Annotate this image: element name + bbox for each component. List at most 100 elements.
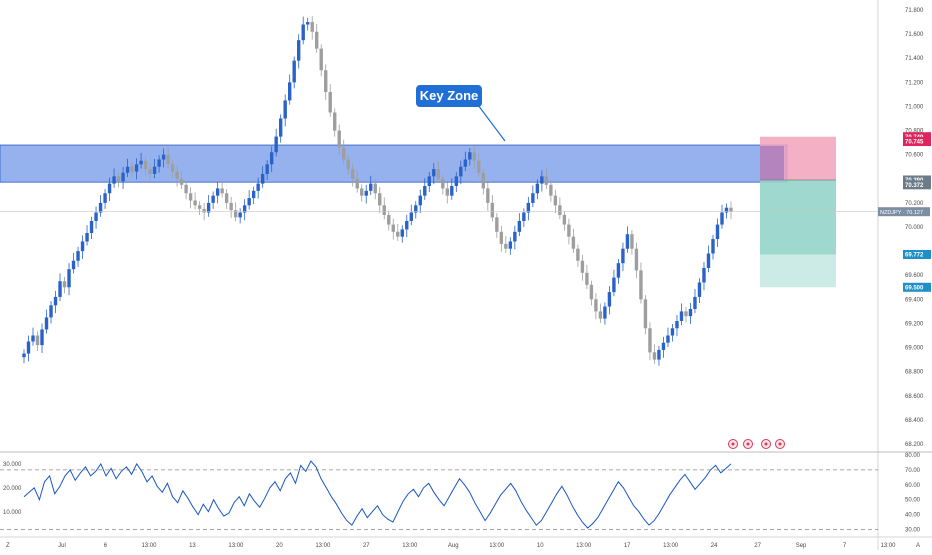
candle-body <box>468 152 472 160</box>
take-profit-zone-2[interactable] <box>760 254 836 288</box>
target-price-label: 69.772 <box>905 253 924 259</box>
price-tick-label: 70.800 <box>905 129 924 135</box>
candle-body <box>625 234 630 249</box>
candle-body <box>441 178 445 189</box>
candle <box>278 114 283 143</box>
candle-body <box>278 118 283 137</box>
candle-body <box>418 195 422 206</box>
candle-body <box>139 160 143 165</box>
candle <box>661 336 666 358</box>
price-tick-label: 69.200 <box>905 321 924 327</box>
price-tick-label: 69.000 <box>905 346 924 352</box>
candle-body <box>229 202 233 211</box>
candle-body <box>463 159 468 167</box>
event-marker[interactable] <box>761 439 771 449</box>
candle <box>486 182 490 211</box>
candle <box>157 155 161 173</box>
take-profit-zone[interactable] <box>760 179 836 255</box>
candle-body <box>315 31 319 49</box>
candle <box>175 165 179 187</box>
event-markers[interactable] <box>728 439 785 449</box>
event-marker[interactable] <box>728 439 738 449</box>
candle <box>351 163 355 187</box>
time-tick-label: 13:00 <box>576 543 592 549</box>
price-tick-label: 71.000 <box>905 104 924 110</box>
position-tool[interactable] <box>760 136 836 288</box>
candle <box>378 187 382 214</box>
candle <box>405 214 409 238</box>
candle-body <box>71 260 76 270</box>
time-tick-label: 6 <box>104 543 108 549</box>
candle-body <box>688 308 693 317</box>
candle-body <box>242 205 247 213</box>
event-marker[interactable] <box>775 439 785 449</box>
candle-body <box>215 188 220 196</box>
candle <box>499 225 504 252</box>
callout-box[interactable] <box>416 85 482 108</box>
zone-overlap <box>760 146 784 180</box>
candle-body <box>197 205 202 209</box>
callout-pointer <box>477 104 506 142</box>
key-zone-callout[interactable]: Key Zone <box>416 85 506 142</box>
stop-price-2-label: 70.745 <box>905 140 924 146</box>
candle-body <box>612 277 616 293</box>
event-marker[interactable] <box>743 439 753 449</box>
candle-body <box>184 184 188 194</box>
candle-body <box>630 234 634 249</box>
candle <box>197 201 202 215</box>
event-marker-dot <box>764 442 768 446</box>
price-axis[interactable]: 71.800 71.600 71.400 71.200 71.000 70.800 70.6… <box>0 8 931 448</box>
price-tick-label: 71.400 <box>905 56 924 62</box>
candle-body <box>553 195 558 206</box>
candle-body <box>414 205 418 213</box>
time-tick-label: 27 <box>754 543 761 549</box>
time-tick-label: 13 <box>189 543 196 549</box>
time-tick-label: 10 <box>537 543 544 549</box>
candle <box>490 195 495 222</box>
candle <box>296 34 301 69</box>
candle-body <box>193 200 197 206</box>
candle-body <box>697 282 702 297</box>
time-axis[interactable]: Jul 6 13:00 13 13:00 20 13:00 27 13:00 Aug 13:00 10… <box>6 543 920 549</box>
candle <box>342 139 346 164</box>
candle-body <box>202 208 206 213</box>
candle <box>324 64 328 100</box>
candle-body <box>369 183 373 191</box>
time-tick-label: 20 <box>276 543 283 549</box>
candle <box>292 56 296 89</box>
candle-body <box>535 183 540 194</box>
candle-body <box>35 335 40 346</box>
entry-price-2-tag <box>903 180 931 190</box>
candle <box>58 273 62 302</box>
candle-body <box>130 166 134 172</box>
candle <box>558 197 562 220</box>
timezone-label[interactable]: Z <box>6 543 10 549</box>
candle-body <box>98 202 103 213</box>
candle-body <box>22 353 26 358</box>
candle-body <box>89 220 94 234</box>
candle <box>373 179 377 200</box>
candle <box>148 163 152 182</box>
candle <box>152 158 157 179</box>
candle <box>215 182 220 204</box>
candle-body <box>296 40 301 61</box>
auto-scale-button[interactable]: A <box>916 543 920 549</box>
candle <box>283 94 287 127</box>
candle-body <box>265 164 269 174</box>
candle <box>729 201 733 220</box>
candle-body <box>342 147 346 160</box>
candle-body <box>589 284 594 300</box>
candle <box>360 184 364 202</box>
candle-body <box>152 166 157 174</box>
candle <box>459 160 463 185</box>
candle <box>675 314 679 337</box>
candle <box>242 199 247 221</box>
time-tick-label: 27 <box>363 543 370 549</box>
candle-body <box>715 224 720 240</box>
candle-body <box>576 248 580 261</box>
candle-body <box>157 159 161 167</box>
candle-body <box>233 210 238 218</box>
stop-price-tag <box>903 132 931 142</box>
